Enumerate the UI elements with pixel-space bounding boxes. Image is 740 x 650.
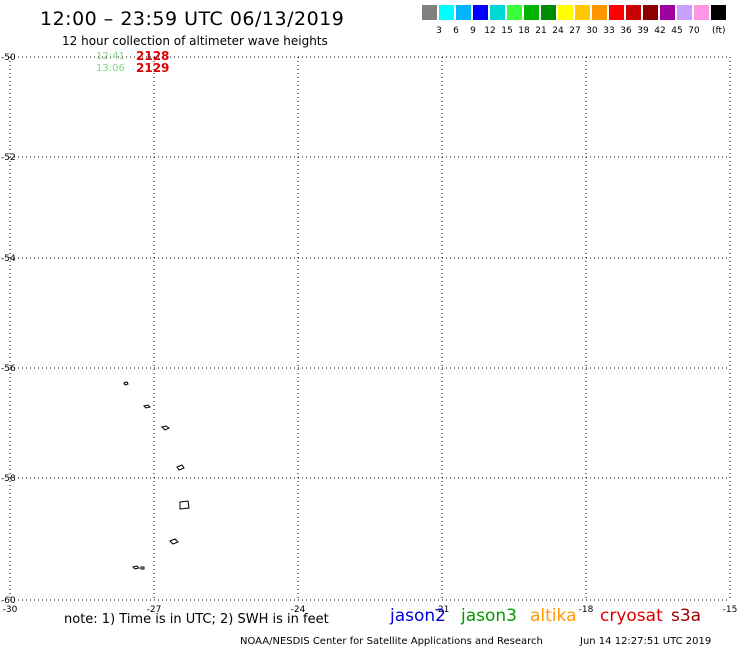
legend-label: 3	[436, 26, 442, 36]
longitude-label: -24	[291, 605, 306, 615]
legend-unit: (ft)	[712, 26, 726, 36]
legend-label: 39	[637, 26, 649, 36]
map-grid	[9, 56, 731, 601]
latitude-label: -58	[1, 474, 16, 484]
latitude-label: -60	[1, 596, 16, 606]
satellite-jason2: jason2	[390, 606, 446, 626]
latitude-label: -50	[1, 53, 16, 63]
legend-label: 18	[518, 26, 530, 36]
legend-swatch	[626, 5, 641, 20]
pass-id-label: 2128	[136, 49, 170, 63]
latitude-label: -52	[1, 153, 16, 163]
credit-text: NOAA/NESDIS Center for Satellite Applica…	[240, 636, 543, 647]
legend-swatch	[439, 5, 454, 20]
legend-swatch	[541, 5, 556, 20]
satellite-s3a: s3a	[671, 606, 702, 626]
south-sandwich-island-2	[143, 404, 151, 409]
legend-swatch	[507, 5, 522, 20]
legend-swatch	[575, 5, 590, 20]
longitude-label: -30	[3, 605, 18, 615]
pass-time-label: 12:41	[96, 51, 125, 62]
satellite-cryosat: cryosat	[600, 606, 663, 626]
timestamp-text: Jun 14 12:27:51 UTC 2019	[580, 636, 712, 647]
longitude-label: -15	[723, 605, 738, 615]
south-sandwich-island-6	[169, 538, 179, 545]
longitude-label: -21	[435, 605, 450, 615]
legend-swatch	[490, 5, 505, 20]
pass-id-label: 2129	[136, 61, 170, 75]
pass-time-label: 13:06	[96, 63, 125, 74]
legend-label: 45	[671, 26, 683, 36]
legend-swatch	[609, 5, 624, 20]
legend-swatch	[473, 5, 488, 20]
legend-swatch	[558, 5, 573, 20]
legend-label: 70	[688, 26, 700, 36]
legend-swatch	[524, 5, 539, 20]
legend-label: 36	[620, 26, 632, 36]
legend-label: 9	[470, 26, 476, 36]
south-sandwich-island-3	[161, 425, 170, 431]
legend-label: 42	[654, 26, 666, 36]
satellite-altika: altika	[530, 606, 577, 626]
south-sandwich-island-5	[179, 500, 190, 510]
legend-swatch	[677, 5, 692, 20]
south-sandwich-island-7	[132, 565, 145, 570]
legend-swatch	[643, 5, 658, 20]
legend-label: 33	[603, 26, 615, 36]
south-sandwich-island-4	[176, 464, 185, 471]
legend-swatch	[456, 5, 471, 20]
longitude-label: -18	[579, 605, 594, 615]
satellite-jason3: jason3	[461, 606, 517, 626]
latitude-label: -56	[1, 364, 16, 374]
south-sandwich-island-1	[123, 381, 129, 386]
legend-label: 24	[552, 26, 564, 36]
longitude-label: -27	[147, 605, 162, 615]
legend-label: 12	[484, 26, 496, 36]
legend-swatch	[711, 5, 726, 20]
legend-swatch	[422, 5, 437, 20]
legend-label: 30	[586, 26, 598, 36]
legend-label: 6	[453, 26, 459, 36]
legend-label: 21	[535, 26, 547, 36]
map-subtitle: 12 hour collection of altimeter wave hei…	[62, 34, 328, 48]
footer-note: note: 1) Time is in UTC; 2) SWH is in fe…	[64, 612, 329, 627]
longitude-labels: -30 -27 -24 -21 -18 -15	[3, 605, 738, 615]
map-title: 12:00 – 23:59 UTC 06/13/2019	[40, 8, 345, 30]
latitude-label: -54	[1, 254, 16, 264]
latitude-labels: -50 -52 -54 -56 -58 -60	[1, 53, 16, 606]
legend-label: 27	[569, 26, 581, 36]
legend-swatch	[592, 5, 607, 20]
legend-swatch	[660, 5, 675, 20]
legend-swatch	[694, 5, 709, 20]
legend-label: 15	[501, 26, 513, 36]
islands	[123, 381, 190, 570]
